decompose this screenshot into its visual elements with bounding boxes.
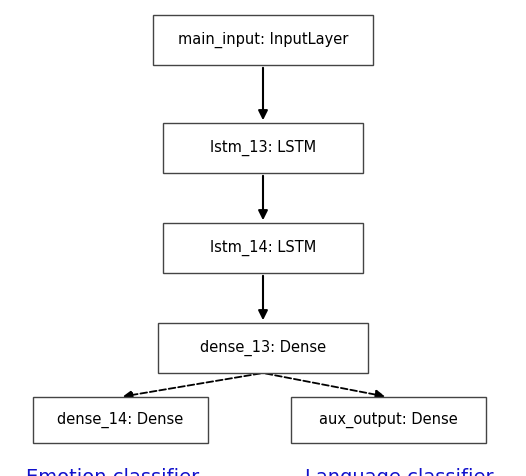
Bar xyxy=(158,323,368,373)
Bar xyxy=(153,15,373,65)
Bar xyxy=(33,397,207,443)
Text: Language classifier: Language classifier xyxy=(305,468,493,476)
Bar xyxy=(290,397,485,443)
Text: main_input: InputLayer: main_input: InputLayer xyxy=(178,32,348,48)
Text: Emotion classifier: Emotion classifier xyxy=(26,468,199,476)
Text: lstm_14: LSTM: lstm_14: LSTM xyxy=(210,240,316,256)
Bar xyxy=(163,123,363,173)
Text: lstm_13: LSTM: lstm_13: LSTM xyxy=(210,140,316,156)
Bar xyxy=(163,223,363,273)
Text: dense_13: Dense: dense_13: Dense xyxy=(200,340,326,356)
Text: aux_output: Dense: aux_output: Dense xyxy=(319,412,458,428)
Text: dense_14: Dense: dense_14: Dense xyxy=(57,412,183,428)
